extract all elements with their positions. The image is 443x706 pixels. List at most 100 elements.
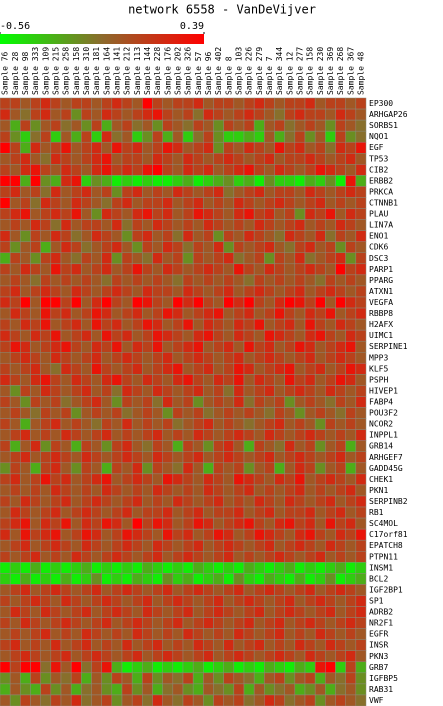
heatmap-cell bbox=[9, 274, 21, 287]
heatmap-cell bbox=[264, 473, 275, 486]
heatmap-cell bbox=[0, 396, 11, 408]
heatmap-cell bbox=[192, 307, 204, 320]
heatmap-cell bbox=[355, 141, 367, 154]
heatmap-cell bbox=[182, 539, 194, 552]
heatmap-cell bbox=[304, 296, 316, 309]
heatmap-cell bbox=[213, 539, 224, 552]
heatmap-cell bbox=[192, 506, 204, 519]
heatmap-cell bbox=[253, 539, 265, 552]
heatmap-cell bbox=[162, 517, 174, 530]
heatmap-cell bbox=[152, 451, 163, 464]
heatmap-cell bbox=[192, 197, 204, 209]
heatmap-cell bbox=[30, 683, 41, 696]
y-tick-label: ARHGAP26 bbox=[369, 110, 408, 119]
heatmap-cell bbox=[243, 318, 255, 331]
heatmap-cell bbox=[314, 219, 326, 231]
heatmap-cell bbox=[284, 252, 296, 265]
heatmap-cell bbox=[101, 506, 113, 519]
heatmap-cell bbox=[101, 672, 113, 685]
heatmap-cell bbox=[40, 241, 52, 254]
heatmap-cell bbox=[284, 307, 296, 320]
heatmap-cell bbox=[131, 274, 143, 287]
heatmap-cell bbox=[40, 153, 52, 165]
x-tick-label: Sample 8 bbox=[224, 56, 233, 95]
heatmap-cell bbox=[335, 418, 346, 430]
heatmap-cell bbox=[243, 606, 255, 618]
heatmap-cell bbox=[60, 462, 72, 475]
heatmap-cell bbox=[304, 550, 316, 563]
heatmap-cell bbox=[81, 363, 92, 375]
heatmap-cell bbox=[264, 451, 275, 464]
heatmap-cell bbox=[101, 241, 113, 254]
heatmap-cell bbox=[294, 562, 306, 574]
heatmap-cell bbox=[131, 175, 143, 187]
heatmap-cell bbox=[162, 230, 174, 242]
heatmap-cell bbox=[111, 219, 123, 231]
heatmap-cell bbox=[203, 672, 214, 685]
heatmap-cell bbox=[233, 639, 245, 651]
heatmap-cell bbox=[91, 506, 102, 519]
heatmap-cell bbox=[314, 385, 326, 397]
heatmap-cell bbox=[0, 208, 11, 220]
heatmap-cell bbox=[264, 130, 275, 143]
heatmap-cell bbox=[131, 352, 143, 364]
heatmap-cell bbox=[335, 484, 346, 497]
heatmap-cell bbox=[142, 550, 153, 563]
heatmap-cell bbox=[81, 296, 92, 309]
heatmap-cell bbox=[294, 573, 306, 585]
heatmap-cell bbox=[294, 440, 306, 452]
y-tick-label: H2AFX bbox=[369, 320, 393, 329]
colorbar-tick-label: -0.56 bbox=[0, 21, 30, 32]
heatmap-cell bbox=[182, 562, 194, 574]
heatmap-cell bbox=[325, 263, 336, 276]
heatmap-cell bbox=[142, 318, 153, 331]
heatmap-cell bbox=[253, 252, 265, 265]
heatmap-cell bbox=[30, 595, 41, 607]
heatmap-cell bbox=[111, 473, 123, 486]
heatmap-cell bbox=[121, 451, 133, 464]
heatmap-cell bbox=[0, 329, 11, 342]
heatmap-cell bbox=[233, 230, 245, 242]
heatmap-cell bbox=[70, 329, 82, 342]
heatmap-cell bbox=[0, 517, 11, 530]
heatmap-cell bbox=[142, 141, 153, 154]
heatmap-cell bbox=[81, 352, 92, 364]
heatmap-cell bbox=[172, 352, 184, 364]
heatmap-cell bbox=[40, 374, 52, 386]
heatmap-cell bbox=[203, 385, 214, 397]
heatmap-cell bbox=[111, 484, 123, 497]
heatmap-cell bbox=[355, 363, 367, 375]
heatmap-cell bbox=[253, 628, 265, 640]
x-tick-label: Sample 144 bbox=[143, 47, 152, 95]
heatmap-cell bbox=[243, 562, 255, 574]
heatmap-cell bbox=[345, 661, 357, 674]
heatmap-cell bbox=[182, 418, 194, 430]
heatmap-cell bbox=[111, 584, 123, 596]
heatmap-cell bbox=[0, 197, 11, 209]
heatmap-cell bbox=[111, 153, 123, 165]
heatmap-cell bbox=[131, 340, 143, 353]
y-tick-label: INSR bbox=[369, 641, 388, 650]
heatmap-cell bbox=[294, 274, 306, 287]
heatmap-cell bbox=[274, 318, 285, 331]
heatmap-cell bbox=[121, 97, 133, 110]
heatmap-cell bbox=[192, 484, 204, 497]
heatmap-cell bbox=[172, 175, 184, 187]
heatmap-cell bbox=[233, 219, 245, 231]
heatmap-cell bbox=[203, 164, 214, 176]
heatmap-cell bbox=[182, 175, 194, 187]
heatmap-cell bbox=[223, 694, 235, 706]
heatmap-cell bbox=[182, 130, 194, 143]
heatmap-cell bbox=[81, 473, 92, 486]
heatmap-cell bbox=[274, 230, 285, 242]
heatmap-cell bbox=[81, 429, 92, 441]
heatmap-cell bbox=[0, 595, 11, 607]
heatmap-cell bbox=[213, 429, 224, 441]
heatmap-cell bbox=[345, 418, 357, 430]
heatmap-cell bbox=[152, 617, 163, 629]
heatmap-cell bbox=[284, 219, 296, 231]
heatmap-cell bbox=[182, 363, 194, 375]
heatmap-cell bbox=[91, 617, 102, 629]
heatmap-cell bbox=[233, 396, 245, 408]
heatmap-cell bbox=[81, 495, 92, 508]
